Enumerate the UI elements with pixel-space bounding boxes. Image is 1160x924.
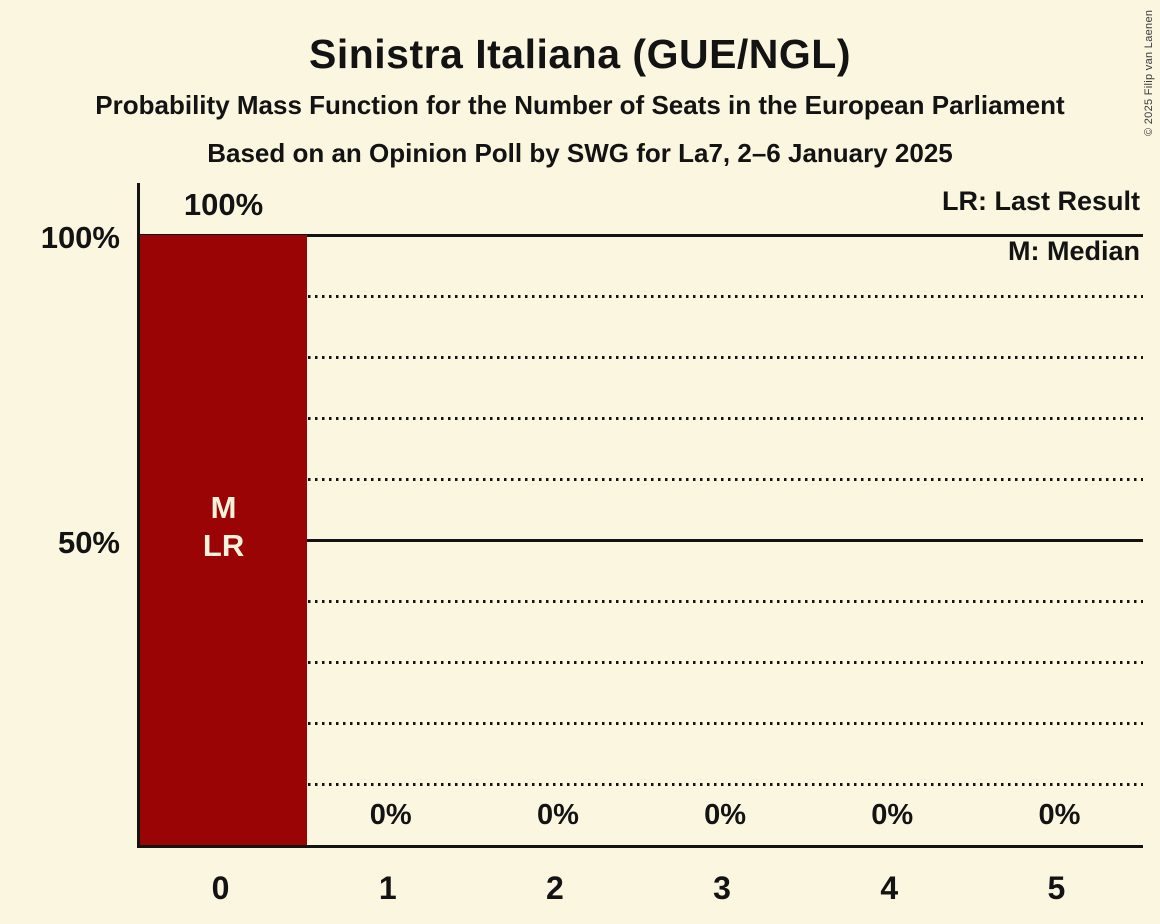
value-label-seats-5: 0% [1038, 799, 1081, 831]
gridline-70-dotted [140, 417, 1143, 420]
value-label-seats-0: 100% [183, 187, 264, 222]
chart-subtitle: Probability Mass Function for the Number… [95, 90, 1065, 120]
gridline-90-dotted [140, 295, 1143, 298]
x-tick-label-4: 4 [880, 870, 899, 906]
y-axis-label-50: 50% [57, 525, 120, 560]
value-label-seats-1: 0% [369, 799, 412, 831]
bar-annotation-median-last-result: M LR [140, 489, 307, 565]
bar-seats-0 [140, 235, 308, 845]
gridline-20-dotted [140, 722, 1143, 725]
gridline-60-dotted [140, 478, 1143, 481]
legend-median: M: Median [1008, 236, 1140, 266]
gridline-50-solid [140, 539, 1143, 542]
x-tick-label-1: 1 [378, 870, 397, 906]
bar-annotation-line-lr: LR [202, 528, 245, 563]
x-tick-label-5: 5 [1047, 870, 1066, 906]
x-tick-label-0: 0 [211, 870, 230, 906]
gridline-30-dotted [140, 661, 1143, 664]
y-axis-label-100: 100% [40, 220, 120, 255]
x-tick-label-2: 2 [546, 870, 564, 906]
value-label-seats-2: 0% [536, 799, 579, 831]
legend-last-result: LR: Last Result [941, 186, 1140, 216]
gridline-100-solid [140, 234, 1143, 237]
chart-source-line: Based on an Opinion Poll by SWG for La7,… [207, 138, 953, 168]
copyright-notice: © 2025 Filip van Laenen [1143, 9, 1155, 136]
value-label-seats-4: 0% [871, 799, 914, 831]
bar-annotation-line-m: M [210, 490, 237, 525]
gridline-10-dotted [140, 783, 1143, 786]
chart-title: Sinistra Italiana (GUE/NGL) [308, 31, 852, 77]
value-label-seats-3: 0% [704, 799, 747, 831]
x-tick-label-3: 3 [713, 870, 731, 906]
plot-area: 100% 0% 0% 0% 0% 0% M LR [137, 183, 1143, 848]
gridline-80-dotted [140, 356, 1143, 359]
x-axis-labels: 0 1 2 3 4 5 [0, 868, 1160, 912]
gridline-40-dotted [140, 600, 1143, 603]
